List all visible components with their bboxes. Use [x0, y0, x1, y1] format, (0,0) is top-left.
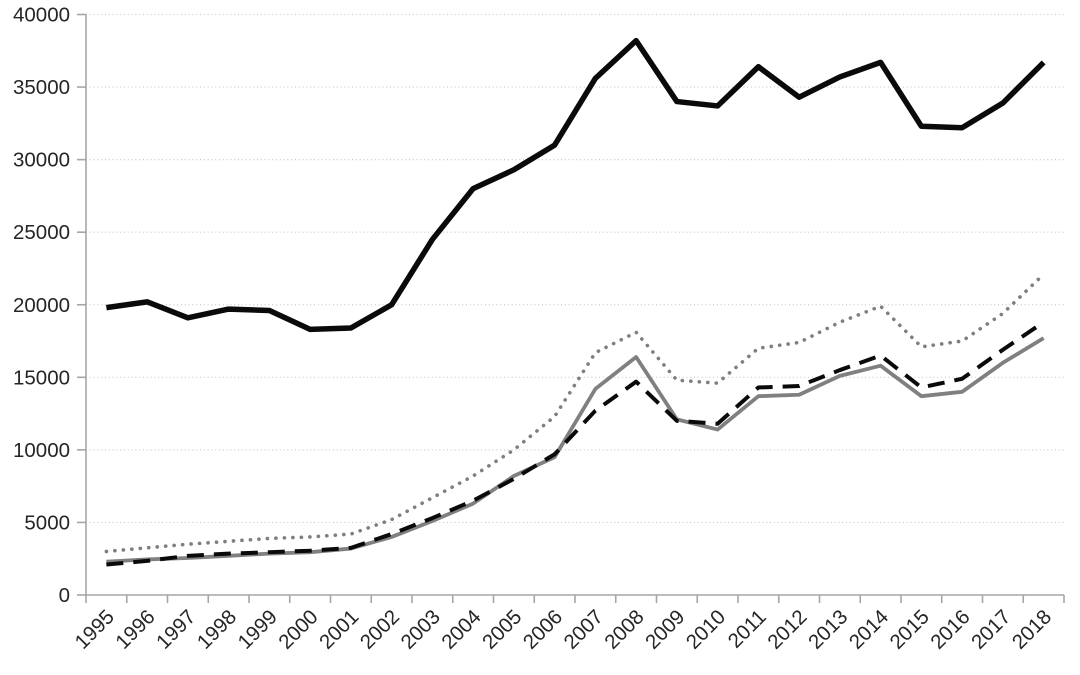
x-tick-label: 2015 — [885, 605, 934, 654]
y-tick-label: 10000 — [13, 439, 70, 462]
dashed-black-line — [106, 320, 1045, 567]
x-tick-label: 2009 — [641, 605, 690, 654]
x-tick-label: 2001 — [315, 605, 364, 654]
y-tick-label: 35000 — [13, 76, 70, 99]
x-tick-label: 1996 — [111, 605, 160, 654]
x-tick-label: 1999 — [233, 605, 282, 654]
x-tick-label: 1998 — [193, 605, 242, 654]
solid-gray-line — [106, 336, 1045, 564]
y-tick-label: 40000 — [13, 4, 70, 27]
x-tick-label: 1995 — [70, 605, 119, 654]
x-tick-label: 2011 — [723, 605, 770, 652]
x-tick-label: 2018 — [1008, 605, 1057, 654]
x-tick-label: 2003 — [396, 605, 445, 654]
thick-solid-black-line — [105, 37, 1046, 333]
x-tick-label: 2004 — [437, 605, 486, 654]
x-tick-label: 2000 — [274, 605, 323, 654]
y-tick-label: 0 — [59, 584, 70, 607]
y-tick-label: 15000 — [13, 366, 70, 389]
x-tick-label: 2017 — [967, 605, 1016, 654]
x-tick-label: 2007 — [559, 605, 608, 654]
y-tick-label: 5000 — [24, 511, 70, 534]
x-tick-label: 2013 — [804, 605, 853, 654]
y-tick-label: 25000 — [13, 221, 70, 244]
x-tick-label: 2010 — [682, 605, 731, 654]
x-tick-label: 2002 — [356, 605, 405, 654]
dotted-gray-line — [104, 272, 1046, 554]
x-tick-label: 2012 — [763, 605, 812, 654]
y-tick-label: 20000 — [13, 294, 70, 317]
y-tick-label: 30000 — [13, 149, 70, 172]
x-tick-label: 2008 — [600, 605, 649, 654]
x-tick-label: 2006 — [519, 605, 568, 654]
x-tick-label: 2016 — [926, 605, 975, 654]
x-tick-label: 2014 — [845, 605, 894, 654]
x-tick-label: 2005 — [478, 605, 527, 654]
x-tick-label: 1997 — [152, 605, 201, 654]
